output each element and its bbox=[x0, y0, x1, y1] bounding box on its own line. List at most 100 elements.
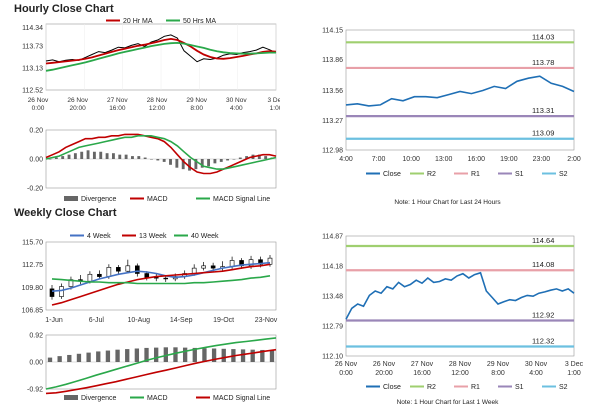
wm-divergence-bar bbox=[250, 349, 255, 362]
hm-divergence-bar bbox=[92, 151, 96, 159]
wm-divergence-bar bbox=[76, 353, 82, 362]
wm-divergence-bar bbox=[57, 356, 62, 362]
hc-xtick: 13:00 bbox=[435, 156, 453, 163]
wp-40week-line bbox=[51, 275, 271, 285]
hm-divergence-bar bbox=[73, 153, 77, 159]
wc-xtick-day: 29 Nov bbox=[487, 361, 510, 368]
hm-macd-line bbox=[45, 133, 277, 175]
hp-ytick: 113.73 bbox=[22, 44, 43, 51]
wc-xtick-day: 3 Dec bbox=[565, 361, 584, 368]
weekly-macd-chart: 0.92 0.00 -0.92 Divergence MACD MACD Signal L… bbox=[27, 333, 277, 402]
wm-divergence-bar bbox=[192, 347, 197, 362]
hm-divergence-bar bbox=[137, 156, 141, 159]
hm-divergence-bar bbox=[105, 153, 109, 159]
hp-xtick-day: 26 Nov bbox=[67, 97, 88, 104]
hm-divergence-bar bbox=[232, 159, 236, 160]
wm-signal-line bbox=[45, 348, 277, 395]
hm-divergence-bar bbox=[67, 154, 71, 159]
wc-level-s1-label: 112.92 bbox=[532, 310, 554, 319]
hc-xtick: 16:00 bbox=[468, 156, 486, 163]
wm-divergence-bar bbox=[86, 352, 91, 362]
wc-xtick-day: 26 Nov bbox=[335, 361, 358, 368]
wc-legend-label: R2 bbox=[427, 384, 436, 391]
wp-xtick: 6-Jul bbox=[89, 317, 105, 324]
wm-divergence-bar bbox=[202, 348, 207, 362]
wp-candle-body bbox=[125, 265, 131, 272]
hm-legend-label: Divergence bbox=[81, 196, 117, 203]
wc-xtick-time: 4:00 bbox=[529, 370, 543, 377]
wm-divergence-bar bbox=[154, 347, 159, 362]
wc-ytick: 114.87 bbox=[322, 234, 343, 241]
wm-legend-swatch bbox=[64, 395, 78, 400]
hm-divergence-bar bbox=[131, 156, 134, 159]
hm-divergence-bar bbox=[54, 157, 58, 159]
wm-ytick: -0.92 bbox=[27, 387, 43, 394]
hc-xtick: 23:00 bbox=[533, 156, 551, 163]
hp-50hrs-ma-line bbox=[45, 41, 276, 72]
hm-divergence-bar bbox=[111, 153, 115, 159]
hm-divergence-bar bbox=[238, 157, 242, 159]
wm-legend-label: Divergence bbox=[81, 395, 117, 402]
weekly-close-note: Note: 1 Hour Chart for Last 1 Week bbox=[396, 399, 499, 406]
hp-20hr-ma-line bbox=[45, 37, 277, 65]
hm-divergence-bar bbox=[219, 159, 223, 162]
hp-legend-label: 20 Hr MA bbox=[123, 18, 153, 25]
wm-divergence-bar bbox=[260, 349, 265, 362]
wm-divergence-bar bbox=[182, 347, 188, 362]
hp-ytick: 113.13 bbox=[22, 65, 43, 72]
hc-level-r2-label: 114.03 bbox=[532, 32, 554, 41]
wc-ytick: 112.79 bbox=[322, 324, 343, 331]
hm-divergence-bar bbox=[175, 159, 179, 168]
hc-close-line bbox=[345, 75, 575, 107]
wp-candle-body bbox=[97, 273, 102, 277]
wp-candle-body bbox=[163, 277, 169, 280]
wc-level-r1-label: 114.08 bbox=[532, 260, 554, 269]
hm-divergence-bar bbox=[188, 159, 191, 171]
wm-divergence-bar bbox=[105, 350, 111, 362]
hourly-macd-chart: 0.20 0.00 -0.20 Divergence MACD MACD Signal L… bbox=[27, 128, 277, 203]
hc-ytick: 113.27 bbox=[322, 118, 343, 125]
hm-divergence-bar bbox=[124, 154, 128, 159]
hc-ytick: 112.98 bbox=[322, 148, 343, 155]
wc-legend-label: S1 bbox=[515, 384, 524, 391]
wp-ytick: 115.70 bbox=[22, 240, 43, 247]
wm-divergence-bar bbox=[134, 348, 140, 362]
wm-divergence-bar bbox=[67, 354, 72, 362]
hm-legend-label: MACD Signal Line bbox=[213, 196, 270, 203]
hp-xtick-time: 0:00 bbox=[32, 105, 45, 112]
hm-ytick: -0.20 bbox=[27, 186, 43, 193]
wc-legend-label: R1 bbox=[471, 384, 480, 391]
wp-legend-label: 13 Week bbox=[139, 233, 167, 240]
hc-ytick: 114.15 bbox=[322, 28, 343, 35]
wc-ytick: 112.10 bbox=[322, 354, 343, 361]
hm-divergence-bar bbox=[99, 151, 103, 159]
wp-xtick: 1-Jun bbox=[45, 317, 63, 324]
hm-divergence-bar bbox=[213, 159, 217, 164]
hc-level-s1-label: 113.31 bbox=[532, 106, 554, 115]
wc-ytick: 114.18 bbox=[322, 263, 343, 270]
hm-divergence-bar bbox=[169, 159, 172, 165]
wm-divergence-bar bbox=[47, 357, 53, 362]
wm-divergence-bar bbox=[173, 347, 178, 362]
hm-legend-label: MACD bbox=[147, 196, 168, 203]
wc-frame bbox=[345, 235, 575, 357]
wp-candle-body bbox=[106, 267, 112, 277]
hp-xtick-time: 12:00 bbox=[149, 105, 166, 112]
hm-divergence-bar bbox=[48, 159, 52, 160]
wp-candle-body bbox=[135, 265, 140, 274]
hm-ytick: 0.00 bbox=[29, 157, 43, 164]
hm-divergence-bar bbox=[226, 159, 230, 161]
wc-legend-label: S2 bbox=[559, 384, 568, 391]
hm-divergence-bar bbox=[150, 159, 153, 160]
wp-frame bbox=[45, 241, 277, 311]
wm-divergence-bar bbox=[221, 348, 226, 362]
hp-xtick-day: 26 Nov bbox=[28, 97, 49, 104]
wm-divergence-bar bbox=[96, 351, 101, 362]
hp-xtick-day: 28 Nov bbox=[147, 97, 168, 104]
wc-xtick-day: 27 Nov bbox=[411, 361, 434, 368]
hm-divergence-bar bbox=[181, 159, 185, 170]
wc-level-r2-label: 114.64 bbox=[532, 236, 554, 245]
wp-ytick: 109.80 bbox=[22, 285, 44, 292]
hourly-close-note: Note: 1 Hour Chart for Last 24 Hours bbox=[394, 199, 501, 206]
